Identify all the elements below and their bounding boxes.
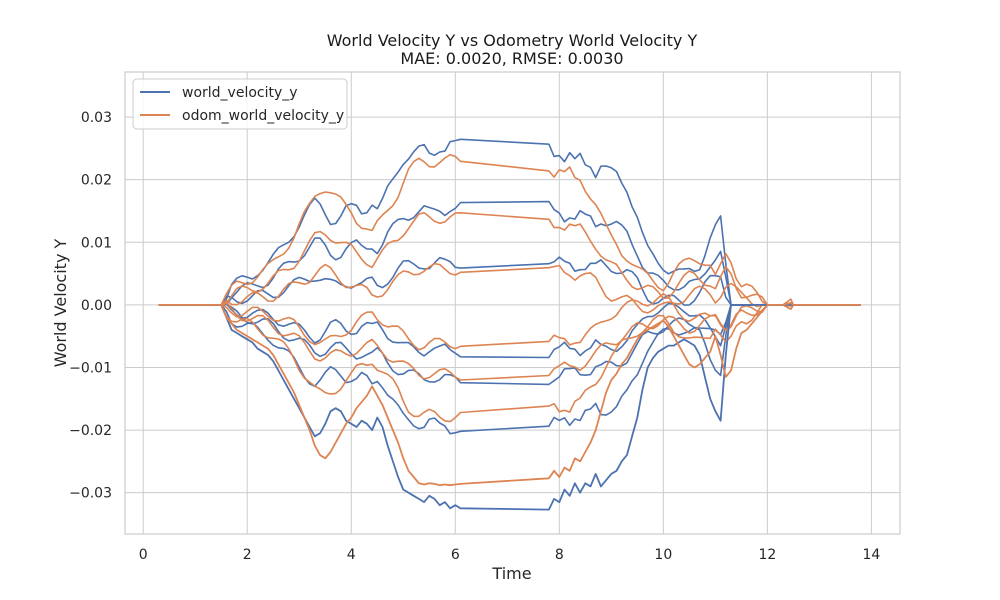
series-lines [158,302,861,511]
legend-box [132,78,348,130]
x-tick-label: 8 [555,547,564,563]
x-tick-labels: 0 2 4 6 8 10 12 14 [139,547,881,563]
legend: world_velocity_y odom_world_velocity_y [132,78,348,130]
trace-odom-world-velocity-y [158,153,861,306]
series-line-world-velocity-y [158,303,861,511]
y-tick-label: −0.02 [69,423,112,439]
x-tick-label: 12 [758,547,776,563]
y-tick-labels: −0.03 −0.02 −0.01 0.00 0.01 0.02 0.03 [69,110,112,502]
x-tick-label: 10 [654,547,672,563]
trace-world-velocity-y [158,303,861,386]
x-tick-label: 2 [243,547,252,563]
x-tick-label: 0 [139,547,148,563]
series-line-odom-world-velocity-y [158,302,861,487]
trace-odom-world-velocity-y [158,298,861,381]
y-tick-label: 0.01 [81,235,112,251]
trace-odom-world-velocity-y [158,262,861,314]
x-tick-label: 4 [347,547,356,563]
y-tick-label: 0.03 [81,110,112,126]
chart-subtitle: MAE: 0.0020, RMSE: 0.0030 [400,49,623,68]
x-tick-label: 14 [862,547,880,563]
legend-label-world-velocity-y: world_velocity_y [182,85,298,101]
x-tick-label: 6 [451,547,460,563]
background-traces [158,138,861,435]
x-axis-label: Time [491,564,531,583]
plot-frame [124,71,901,535]
legend-label-odom-world-velocity-y: odom_world_velocity_y [182,108,344,124]
y-tick-label: −0.01 [69,360,112,376]
y-tick-label: 0.02 [81,173,112,189]
trace-odom-world-velocity-y [158,212,861,311]
y-tick-label: 0.00 [81,298,112,314]
trace-world-velocity-y [158,256,861,306]
grid [125,72,900,534]
chart-title: World Velocity Y vs Odometry World Veloc… [327,31,698,50]
trace-world-velocity-y [158,200,861,306]
trace-world-velocity-y [158,304,861,435]
y-tick-label: −0.03 [69,486,112,502]
trace-odom-world-velocity-y [158,303,861,423]
y-axis-label: World Velocity Y [51,238,70,367]
